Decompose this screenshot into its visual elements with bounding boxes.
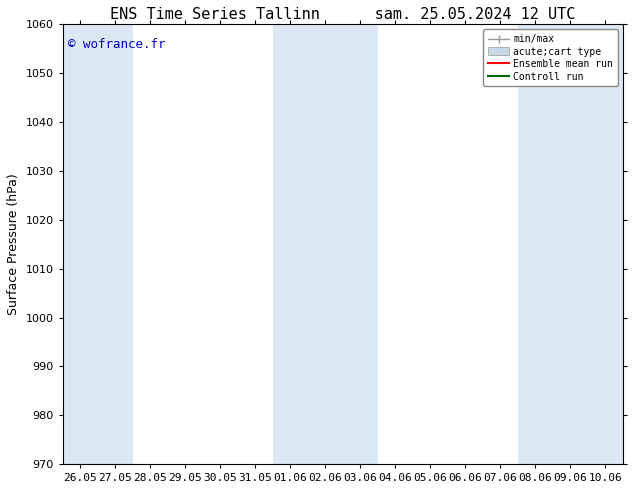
Title: ENS Time Series Tallinn      sam. 25.05.2024 12 UTC: ENS Time Series Tallinn sam. 25.05.2024 … (110, 7, 576, 22)
Bar (63, 24, 133, 464)
Y-axis label: Surface Pressure (hPa): Surface Pressure (hPa) (7, 173, 20, 315)
Bar (273, 24, 378, 464)
Text: © wofrance.fr: © wofrance.fr (68, 38, 165, 50)
Bar (518, 24, 623, 464)
Legend: min/max, acute;cart type, Ensemble mean run, Controll run: min/max, acute;cart type, Ensemble mean … (483, 29, 618, 86)
